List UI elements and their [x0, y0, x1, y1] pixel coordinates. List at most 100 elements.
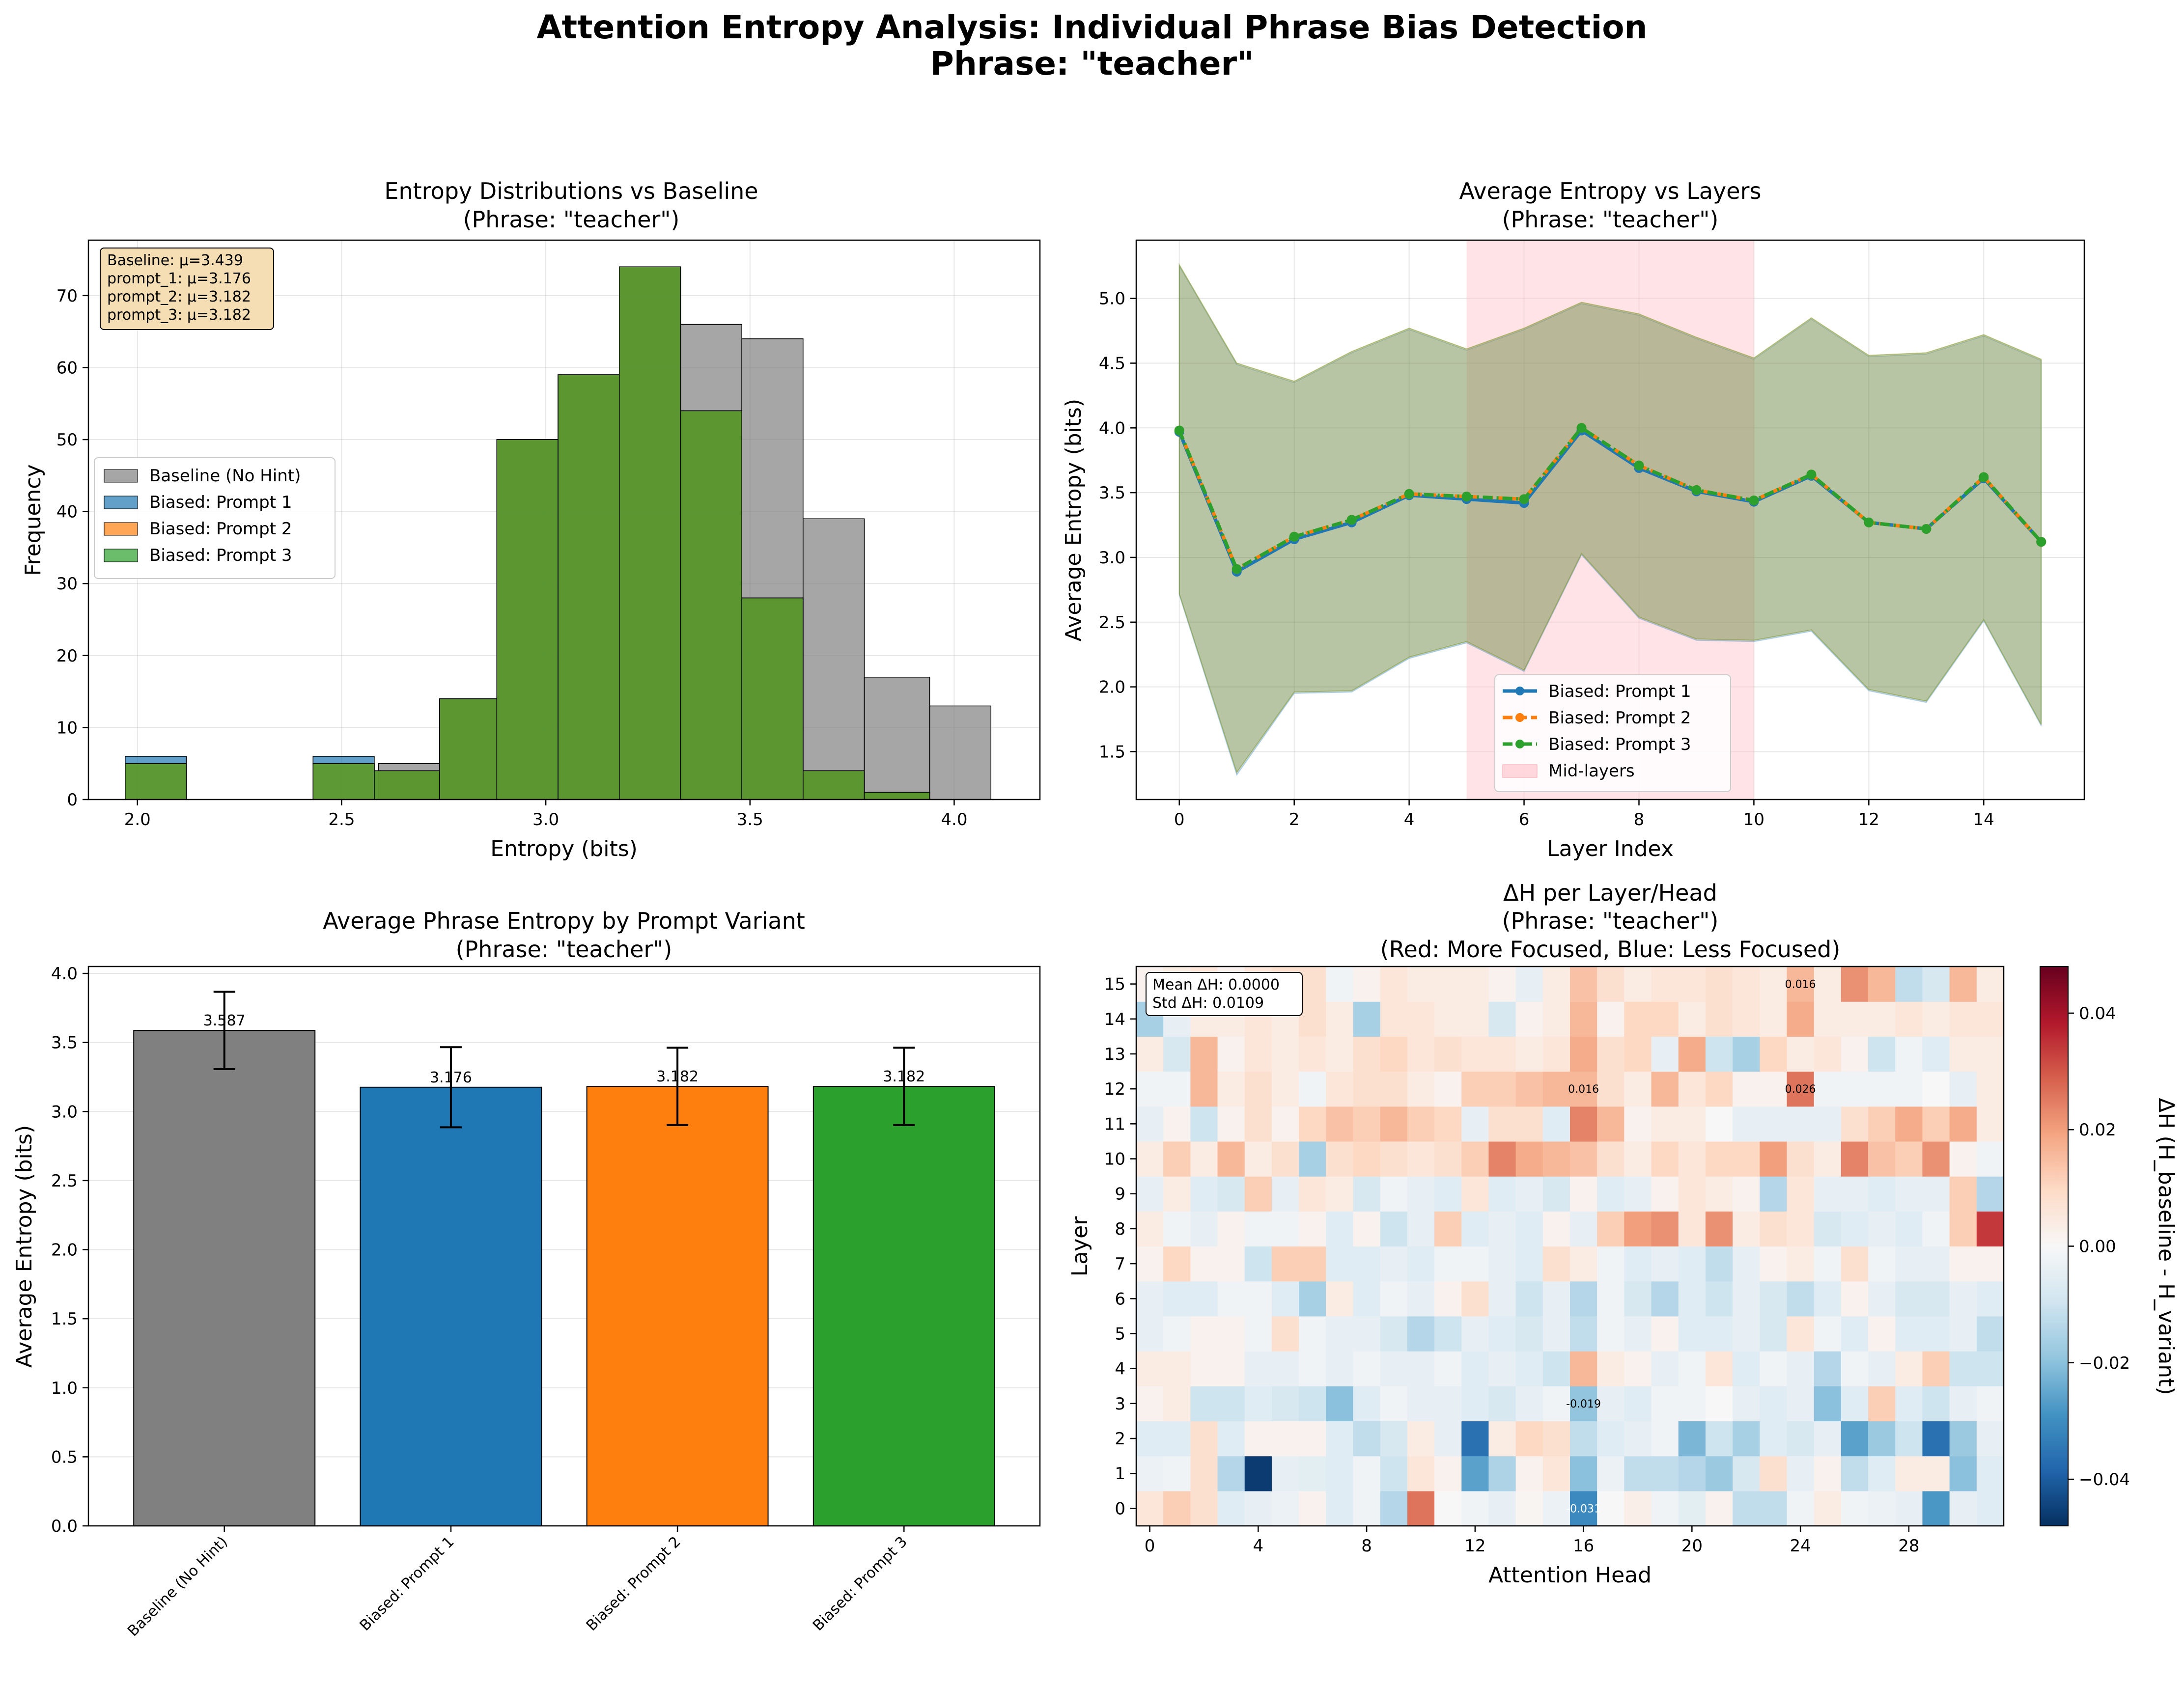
histogram-x-tick-label: 2.5 [328, 810, 355, 829]
histogram-bar-baseline [865, 677, 930, 800]
heatmap-cell [1814, 1246, 1842, 1282]
heatmap-cell [1760, 1106, 1787, 1142]
heatmap-cell [1380, 1246, 1408, 1282]
heatmap-cell [1272, 1072, 1299, 1107]
heatmap-y-tick-label: 0 [1115, 1499, 1125, 1519]
heatmap-cell [1977, 1141, 2004, 1177]
heatmap-cell [1841, 1281, 1869, 1317]
bar-biased-prompt-2 [587, 1086, 768, 1526]
heatmap-cell [1326, 1106, 1353, 1142]
heatmap-cell [1624, 1421, 1652, 1456]
heatmap-cell [1326, 967, 1353, 1002]
heatmap-cell [1136, 1491, 1164, 1526]
heatmap-cell [1543, 1036, 1570, 1072]
stats-mean-delta: Mean ΔH: 0.0000 [1152, 976, 1280, 994]
heatmap-cell [1461, 1351, 1489, 1386]
heatmap-cell [1461, 1001, 1489, 1037]
heatmap-cell [1733, 1456, 1760, 1492]
colorbar-tick-label: −0.02 [2079, 1354, 2130, 1373]
heatmap-cell [1326, 1211, 1353, 1246]
heatmap-cell [1977, 1386, 2004, 1421]
legend-label-line-prompt-2: Biased: Prompt 2 [1548, 708, 1691, 728]
figure-title-line-1: Attention Entropy Analysis: Individual P… [536, 8, 1647, 46]
heatmap-cell [1407, 1491, 1435, 1526]
heatmap-cell [1787, 1246, 1815, 1282]
histogram-bar-baseline [930, 706, 991, 800]
heatmap-cell [1218, 1351, 1245, 1386]
heatmap-cell [1516, 1246, 1543, 1282]
heatmap-cell [1977, 1351, 2004, 1386]
heatmap-cell [1299, 1246, 1326, 1282]
heatmap-cell [1353, 1001, 1381, 1037]
heatmap-cell [1163, 1351, 1191, 1386]
heatmap-cell [1652, 1281, 1679, 1317]
heatmap-cell [1895, 1491, 1923, 1526]
heatmap-cell [1841, 1421, 1869, 1456]
heatmap-cell [1950, 1351, 1977, 1386]
heatmap-cell [1977, 1072, 2004, 1107]
heatmap-cell [1488, 1421, 1516, 1456]
heatmap-cell [1516, 1386, 1543, 1421]
heatmap-cell [1706, 1001, 1733, 1037]
line-chart-title-line-2: (Phrase: "teacher") [1502, 206, 1719, 233]
heatmap-cell [1652, 1001, 1679, 1037]
heatmap-cell [1868, 1001, 1896, 1037]
heatmap-cell [1597, 1072, 1624, 1107]
heatmap-cell [1516, 967, 1543, 1002]
heatmap-cell [1733, 1211, 1760, 1246]
histogram-x-axis-label: Entropy (bits) [490, 836, 638, 861]
heatmap-cell [1299, 1211, 1326, 1246]
heatmap-cell [1516, 1281, 1543, 1317]
heatmap-cell [1679, 1316, 1706, 1352]
heatmap-cell [1136, 1106, 1164, 1142]
heatmap-cell [1326, 1456, 1353, 1492]
heatmap-cell [1218, 1106, 1245, 1142]
heatmap-cell [1652, 1386, 1679, 1421]
heatmap-cell [1299, 1176, 1326, 1212]
heatmap-cell [1841, 1141, 1869, 1177]
heatmap-cell [1326, 1281, 1353, 1317]
heatmap-cell [1787, 1106, 1815, 1142]
heatmap-cell [1245, 1316, 1272, 1352]
heatmap-title-line-1: ΔH per Layer/Head [1503, 880, 1717, 906]
heatmap-cell [1245, 1141, 1272, 1177]
heatmap-y-tick-label: 10 [1104, 1150, 1125, 1169]
heatmap-cell [1760, 1036, 1787, 1072]
heatmap-cell [1868, 1246, 1896, 1282]
heatmap-cell [1679, 1141, 1706, 1177]
heatmap-cell [1814, 1141, 1842, 1177]
heatmap-cell [1706, 1141, 1733, 1177]
heatmap-cell [1706, 1036, 1733, 1072]
heatmap-cell [1977, 1316, 2004, 1352]
heatmap-cell [1814, 1072, 1842, 1107]
stats-prompt-2-mean: prompt_2: μ=3.182 [107, 288, 251, 305]
heatmap-cell [1190, 1036, 1218, 1072]
heatmap-cell [1218, 1176, 1245, 1212]
heatmap-cell [1814, 1001, 1842, 1037]
heatmap-cell [1950, 1072, 1977, 1107]
heatmap-cell [1136, 1281, 1164, 1317]
heatmap-cell [1353, 1176, 1381, 1212]
heatmap-cell [1814, 1386, 1842, 1421]
heatmap-y-tick-label: 2 [1115, 1429, 1125, 1449]
heatmap-cell [1950, 967, 1977, 1002]
heatmap-cell [1516, 1036, 1543, 1072]
colorbar-tick-label: 0.00 [2079, 1237, 2116, 1257]
heatmap-cell [1841, 1316, 1869, 1352]
heatmap-cell [1895, 1036, 1923, 1072]
heatmap-cell [1814, 1456, 1842, 1492]
heatmap-cell [1597, 1176, 1624, 1212]
data-point-biased-prompt-3 [1634, 461, 1644, 470]
legend-label-prompt-1: Biased: Prompt 1 [149, 493, 292, 512]
heatmap-cell [1950, 1456, 1977, 1492]
heatmap-cell [1434, 1386, 1462, 1421]
legend-label-mid-layers: Mid-layers [1548, 761, 1635, 781]
heatmap-cell [1516, 1491, 1543, 1526]
heatmap-cell [1624, 1316, 1652, 1352]
heatmap-x-tick-label: 16 [1573, 1536, 1594, 1556]
heatmap-cell [1245, 1106, 1272, 1142]
heatmap-y-tick-label: 1 [1115, 1464, 1125, 1484]
heatmap-cell [1570, 1246, 1597, 1282]
heatmap-cell [1190, 1456, 1218, 1492]
heatmap-cell [1733, 1281, 1760, 1317]
